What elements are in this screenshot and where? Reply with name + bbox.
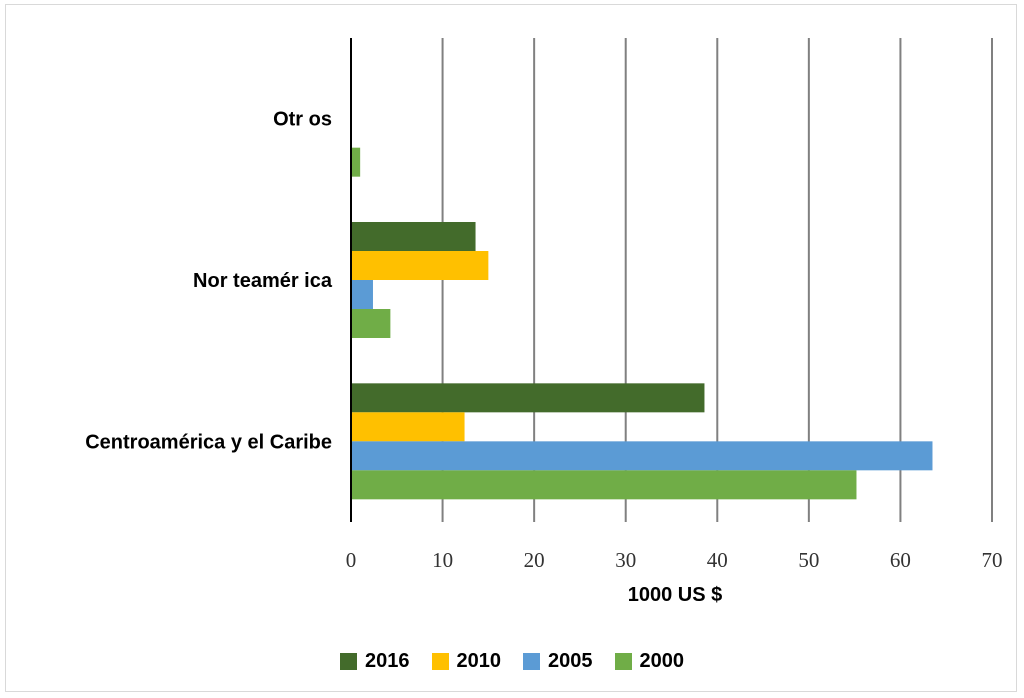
x-tick-label-10: 10 bbox=[432, 548, 453, 572]
x-tick-label-40: 40 bbox=[707, 548, 728, 572]
legend-label: 2010 bbox=[456, 650, 502, 672]
category-label-1: Nor teamér ica bbox=[193, 270, 333, 292]
x-tick-label-0: 0 bbox=[346, 548, 357, 572]
legend-swatch bbox=[614, 653, 632, 670]
x-axis-title: 1000 US $ bbox=[628, 584, 723, 606]
category-label-0: Centroamérica y el Caribe bbox=[85, 431, 332, 453]
x-tick-label-70: 70 bbox=[982, 548, 1003, 572]
category-label-2: Otr os bbox=[273, 109, 332, 131]
x-tick-labels: 0 10 20 30 40 50 60 70 bbox=[346, 548, 1003, 572]
category-labels: Centroamérica y el Caribe Nor teamér ica O… bbox=[85, 109, 333, 454]
legend-item-2016: 2016 bbox=[340, 650, 410, 673]
chart-frame bbox=[5, 4, 1017, 692]
bar-2000-1 bbox=[351, 309, 391, 338]
bar-2005-1 bbox=[351, 280, 373, 309]
legend-swatch bbox=[340, 653, 357, 670]
x-tick-label-30: 30 bbox=[615, 548, 636, 572]
bars bbox=[351, 147, 933, 500]
legend-item-2000: 2000 bbox=[614, 650, 685, 673]
legend-label: 2000 bbox=[639, 650, 685, 672]
legend-swatch bbox=[523, 653, 540, 670]
legend-item-2010: 2010 bbox=[431, 650, 502, 673]
bar-2000-0 bbox=[351, 470, 857, 500]
legend-item-2005: 2005 bbox=[523, 650, 593, 673]
bar-2005-0 bbox=[351, 441, 933, 471]
bar-2010-1 bbox=[351, 251, 489, 280]
x-tick-label-50: 50 bbox=[798, 548, 819, 572]
bar-2016-1 bbox=[351, 222, 476, 251]
x-tick-label-60: 60 bbox=[890, 548, 911, 572]
bar-2010-0 bbox=[351, 412, 465, 442]
x-tick-label-20: 20 bbox=[524, 548, 545, 572]
bar-2016-0 bbox=[351, 383, 705, 413]
legend: 2016 2010 2005 2000 bbox=[0, 650, 1024, 673]
legend-swatch bbox=[431, 653, 449, 670]
legend-label: 2016 bbox=[365, 650, 410, 672]
legend-label: 2005 bbox=[548, 650, 593, 672]
bar-2000-2 bbox=[351, 147, 361, 177]
